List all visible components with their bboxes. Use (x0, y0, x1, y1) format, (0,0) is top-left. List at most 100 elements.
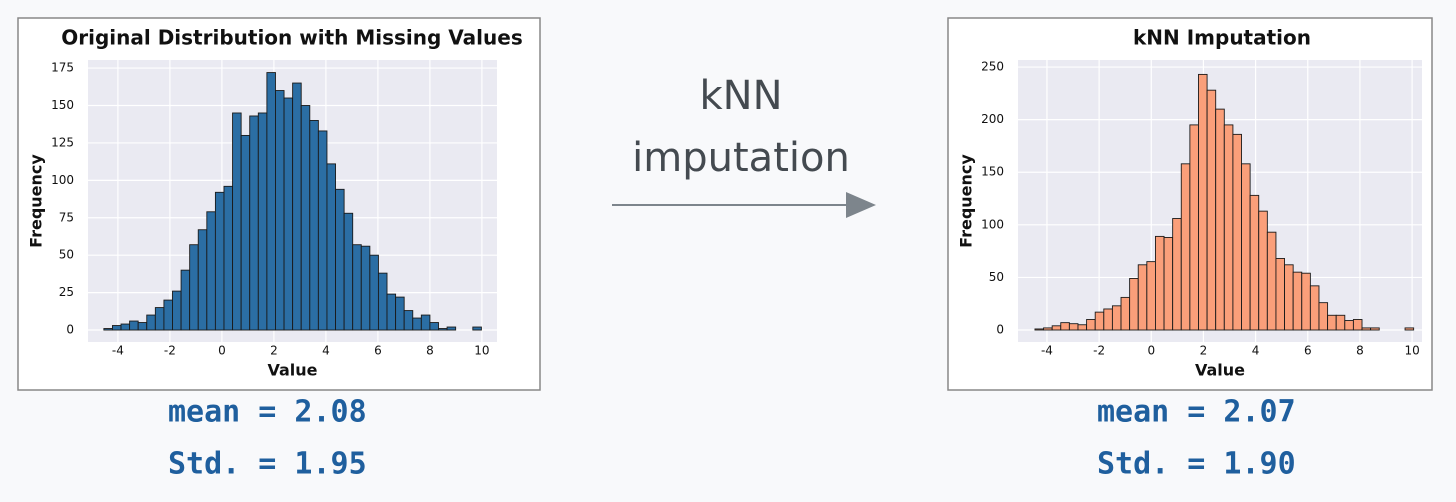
bar (1146, 261, 1156, 331)
stat-label: mean = 2.08 (168, 395, 367, 430)
bar (377, 272, 388, 331)
bar (180, 269, 191, 331)
x-tick-label: 10 (1404, 344, 1419, 358)
y-tick-label: 50 (59, 248, 74, 262)
x-tick-label: -4 (1041, 344, 1053, 358)
x-tick-label: 8 (426, 344, 434, 358)
bar (309, 120, 319, 331)
x-tick-label: 2 (1200, 344, 1208, 358)
stat-label: Std. = 1.90 (1097, 447, 1296, 482)
arrow-label: imputation (632, 135, 850, 181)
y-axis-label: Frequency (27, 154, 46, 248)
bar (1189, 124, 1199, 331)
bar (1232, 133, 1242, 331)
bar (1120, 296, 1131, 331)
bar (1103, 308, 1113, 331)
bar (120, 323, 131, 331)
bar (1370, 327, 1380, 331)
bar (446, 326, 457, 331)
bar (1292, 271, 1303, 331)
bar (129, 320, 139, 331)
bar (1137, 264, 1148, 331)
bar (249, 115, 259, 331)
bar (283, 97, 294, 331)
stat-label: Std. = 1.95 (168, 447, 367, 482)
bar (172, 290, 182, 331)
bar (1309, 285, 1320, 331)
bar (1223, 124, 1234, 331)
x-tick-label: 6 (1304, 344, 1312, 358)
x-tick-label: 8 (1356, 344, 1364, 358)
y-axis-label: Frequency (957, 154, 976, 248)
bar (1077, 324, 1088, 331)
y-tick-label: 150 (981, 165, 1004, 179)
bar (326, 163, 336, 331)
bar (240, 134, 251, 331)
x-tick-label: 6 (374, 344, 382, 358)
bar (163, 299, 173, 331)
bar (300, 105, 311, 331)
chart-title: kNN Imputation (1133, 26, 1311, 50)
bar (1275, 258, 1286, 331)
y-tick-label: 0 (996, 323, 1004, 337)
bar (1154, 235, 1165, 331)
bar (352, 244, 362, 331)
x-tick-label: 0 (218, 344, 226, 358)
bar (1034, 328, 1045, 331)
bar (257, 112, 268, 331)
bar (429, 322, 439, 331)
bar (1284, 264, 1294, 331)
bar (1404, 327, 1415, 331)
stat-label: mean = 2.07 (1097, 395, 1296, 430)
bar (1266, 231, 1277, 331)
x-tick-label: 2 (270, 344, 278, 358)
y-tick-label: 150 (51, 98, 74, 112)
arrow-head (846, 192, 876, 218)
y-tick-label: 175 (51, 61, 74, 75)
x-tick-label: 4 (322, 344, 330, 358)
bar (1129, 278, 1139, 331)
bar (1249, 194, 1260, 331)
x-axis-label: Value (267, 361, 317, 380)
bar (1086, 319, 1096, 331)
chart-title: Original Distribution with Missing Value… (61, 26, 522, 50)
bar (386, 293, 397, 331)
y-tick-label: 100 (51, 173, 74, 187)
bar (1172, 218, 1182, 331)
bar (1180, 163, 1191, 331)
bar (232, 112, 242, 331)
bar (1163, 236, 1174, 331)
bar (137, 322, 148, 331)
bar (1198, 73, 1208, 331)
bar (223, 185, 234, 331)
bar (1051, 325, 1062, 331)
x-tick-label: 10 (474, 344, 489, 358)
bar (1206, 89, 1217, 331)
bar (146, 314, 156, 331)
bar (1094, 311, 1105, 331)
bar (1352, 319, 1363, 331)
y-tick-label: 200 (981, 112, 1004, 126)
x-tick-label: -4 (112, 344, 124, 358)
bar (275, 90, 285, 331)
bar (1327, 314, 1337, 331)
x-axis-label: Value (1195, 361, 1245, 380)
bar (111, 325, 122, 331)
bar (292, 82, 302, 331)
bar (1344, 320, 1354, 331)
y-tick-label: 75 (59, 210, 74, 224)
bar (1335, 314, 1346, 331)
bar (420, 314, 431, 331)
arrow-label: kNN (699, 73, 782, 119)
bar (154, 307, 165, 331)
bar (317, 130, 328, 331)
y-tick-label: 250 (981, 60, 1004, 74)
y-tick-label: 125 (51, 135, 74, 149)
y-tick-label: 50 (989, 270, 1004, 284)
bar (1241, 163, 1251, 331)
x-tick-label: -2 (1093, 344, 1105, 358)
bar (189, 244, 199, 331)
bar (395, 296, 405, 331)
